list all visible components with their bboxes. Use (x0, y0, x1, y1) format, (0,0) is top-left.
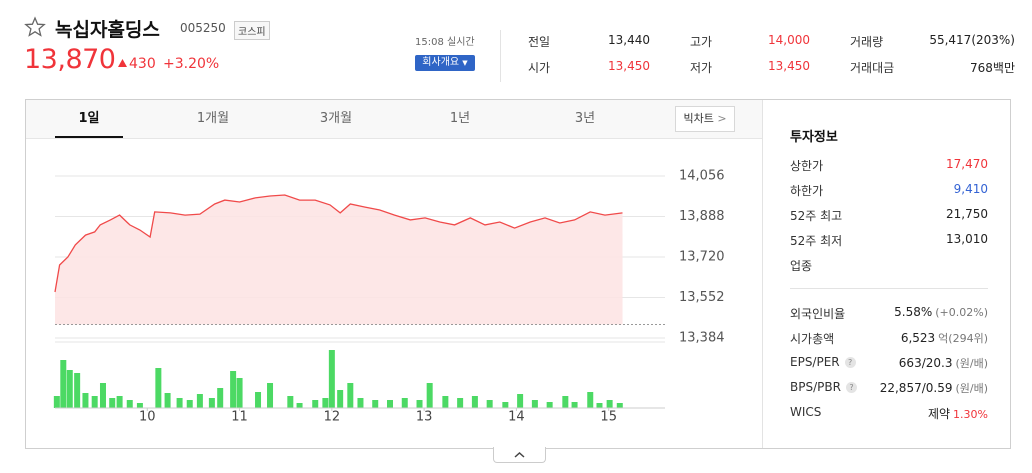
invest-value-main: 13,010 (946, 232, 988, 246)
tab[interactable]: 3개월 (319, 111, 353, 126)
invest-value: 9,410 (954, 182, 988, 196)
invest-value-sub: 1.30% (953, 408, 988, 421)
invest-value-main: 6,523 (900, 331, 936, 345)
invest-value: 21,750 (946, 207, 988, 221)
quote-value: 13,440 (608, 33, 650, 47)
invest-value: 13,010 (946, 232, 988, 246)
company-button-label: 회사개요 (422, 57, 460, 68)
update-time: 15:08 실시간 (415, 37, 475, 48)
invest-label: BPS/PBR? (790, 380, 857, 394)
invest-label: 업종 (790, 259, 813, 273)
collapse-icon (514, 451, 525, 458)
tab-bar (26, 100, 762, 139)
invest-value-main: 제약 (927, 407, 951, 421)
invest-label: 52주 최저 (790, 234, 843, 248)
quote-value: 13,450 (768, 59, 810, 73)
invest-label: 시가총액 (790, 332, 835, 346)
invest-label: 52주 최고 (790, 209, 843, 223)
quote-value: 55,417(203%) (929, 33, 1015, 47)
company-button[interactable]: 회사개요 ▼ (415, 55, 475, 71)
star-icon (24, 16, 46, 37)
chevron: > (717, 112, 727, 125)
favorite-star[interactable] (24, 16, 46, 38)
invest-label: 외국인비율 (790, 307, 846, 321)
invest-separator (790, 288, 988, 289)
invest-label: 상한가 (790, 159, 824, 173)
tab[interactable]: 1개월 (196, 111, 230, 126)
invest-value: 6,523 억(294위) (901, 330, 988, 346)
invest-value: 22,857/0.59 (원/배) (880, 380, 988, 396)
price-change-pct: +3.20% (163, 56, 220, 72)
active-tab-underline (55, 136, 123, 138)
market-badge: 코스피 (234, 21, 270, 40)
quote-label: 저가 (690, 61, 713, 75)
tab[interactable]: 1년 (449, 111, 471, 126)
invest-value-main: 17,470 (946, 157, 988, 171)
invest-value-sub: (원/배) (955, 357, 988, 370)
quote-label: 거래대금 (850, 61, 895, 75)
invest-value-main: 21,750 (946, 207, 988, 221)
invest-label: 하한가 (790, 184, 824, 198)
dropdown-caret: ▼ (462, 59, 468, 67)
invest-value-main: 5.58% (894, 305, 933, 319)
invest-value-main: 663/20.3 (898, 356, 953, 370)
quote-value: 13,450 (608, 59, 650, 73)
big-chart-button[interactable]: 빅차트 > (675, 106, 735, 132)
invest-value-sub: (+0.02%) (935, 306, 988, 319)
help-icon[interactable]: ? (845, 382, 857, 393)
header-separator (500, 30, 501, 82)
invest-title: 투자정보 (790, 130, 838, 145)
panel-separator (762, 100, 763, 448)
stock-name: 녹십자홀딩스 (55, 19, 160, 41)
quote-label: 전일 (528, 35, 551, 49)
tab[interactable]: 3년 (574, 111, 596, 126)
invest-value: 17,470 (946, 157, 988, 171)
invest-value: 663/20.3 (원/배) (899, 355, 988, 371)
chevron-up (514, 451, 525, 458)
price-change: 430 (129, 56, 156, 72)
invest-value-main: 9,410 (953, 182, 988, 196)
up-arrow (118, 59, 127, 67)
current-price: 13,870 (24, 44, 116, 75)
quote-label: 시가 (528, 61, 551, 75)
invest-label: WICS (790, 405, 822, 419)
invest-value: 제약 1.30% (928, 405, 988, 422)
up-triangle (118, 59, 127, 67)
chart-box (25, 99, 1011, 449)
stock-code: 005250 (180, 21, 226, 35)
tab[interactable]: 1일 (78, 111, 100, 126)
invest-label: EPS/PER? (790, 355, 856, 369)
quote-value: 768백만 (970, 61, 1015, 75)
invest-value-sub: (원/배) (955, 382, 988, 395)
collapse-button[interactable] (493, 447, 546, 463)
invest-value-main: 22,857/0.59 (879, 381, 953, 395)
help-icon[interactable]: ? (844, 357, 856, 368)
big-chart-label: 빅차트 (683, 112, 714, 125)
invest-value-sub: 억(294위) (938, 332, 988, 345)
quote-label: 고가 (690, 35, 713, 49)
invest-value: 5.58% (+0.02%) (894, 305, 988, 319)
quote-label: 거래량 (850, 35, 884, 49)
quote-value: 14,000 (768, 33, 810, 47)
